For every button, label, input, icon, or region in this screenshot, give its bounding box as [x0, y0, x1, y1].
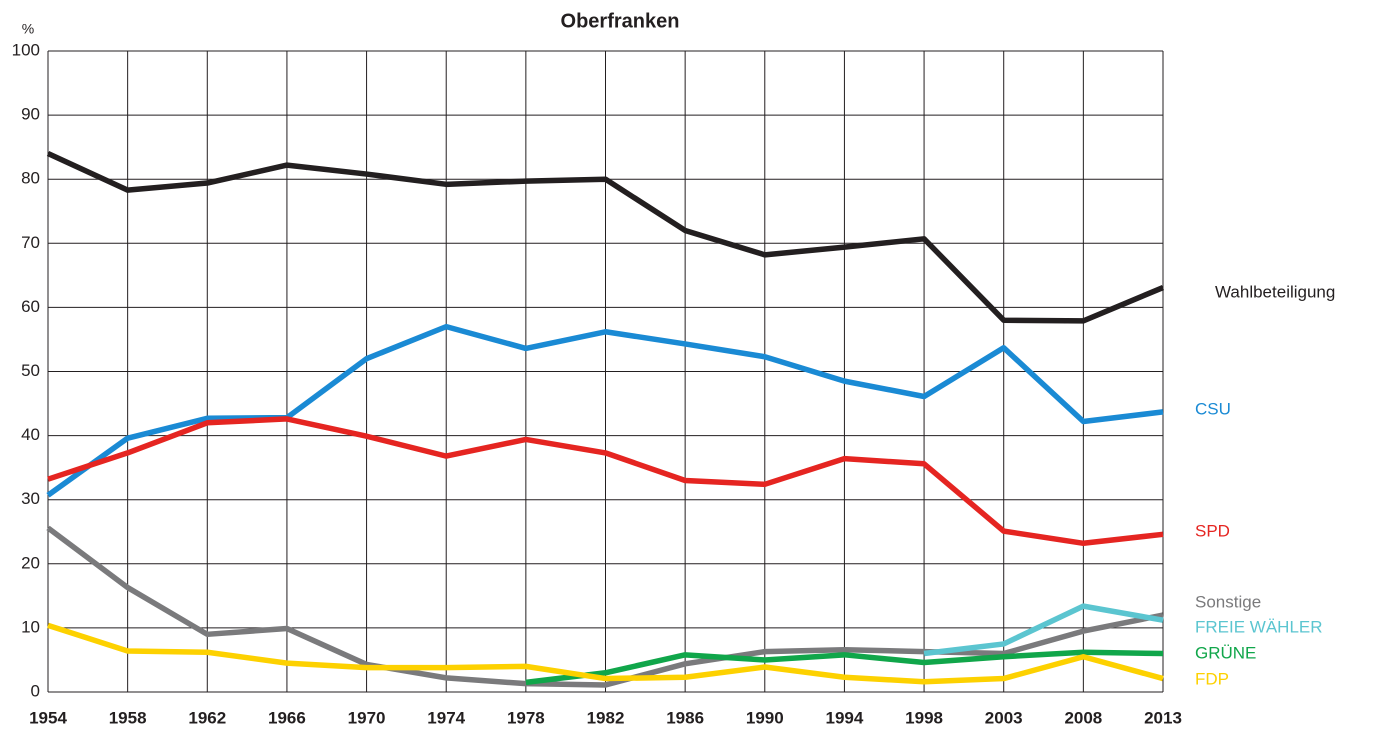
- chart-title: Oberfranken: [561, 10, 680, 32]
- series-line: [47, 622, 1164, 685]
- legend-label: Sonstige: [1195, 592, 1261, 611]
- x-tick-label: 1994: [826, 708, 864, 727]
- y-tick-label: 100: [12, 40, 40, 59]
- series-line: [46, 525, 1164, 688]
- series-line: [46, 151, 1165, 324]
- y-tick-label: 10: [21, 617, 40, 636]
- y-tick-label: 40: [21, 425, 40, 444]
- legend-label: CSU: [1195, 399, 1231, 418]
- x-tick-label: 1986: [666, 708, 704, 727]
- x-tick-label: 2013: [1144, 708, 1182, 727]
- y-tick-label: 30: [21, 489, 40, 508]
- x-tick-label: 1958: [109, 708, 147, 727]
- y-tick-label: 50: [21, 361, 40, 380]
- x-tick-label: 1970: [348, 708, 386, 727]
- x-tick-label: 1978: [507, 708, 545, 727]
- legend-label: SPD: [1195, 521, 1230, 540]
- series-line: [923, 603, 1164, 657]
- x-tick-label: 1954: [29, 708, 67, 727]
- x-tick-label: 1990: [746, 708, 784, 727]
- y-tick-label: 0: [31, 681, 40, 700]
- legend-label: GRÜNE: [1195, 643, 1256, 662]
- x-tick-label: 1974: [427, 708, 465, 727]
- y-tick-label: 20: [21, 553, 40, 572]
- y-tick-label: 90: [21, 105, 40, 124]
- x-tick-label: 1962: [188, 708, 226, 727]
- legend-label: Wahlbeteiligung: [1215, 282, 1335, 301]
- x-tick-label: 1998: [905, 708, 943, 727]
- y-tick-label: 70: [21, 233, 40, 252]
- legend-label: FREIE WÄHLER: [1195, 617, 1323, 636]
- y-axis-label: %: [22, 21, 34, 37]
- x-tick-label: 1982: [587, 708, 625, 727]
- y-tick-label: 80: [21, 169, 40, 188]
- x-tick-label: 1966: [268, 708, 306, 727]
- series-line: [47, 416, 1164, 547]
- y-tick-label: 60: [21, 297, 40, 316]
- series-line: [525, 649, 1164, 686]
- x-tick-label: 2003: [985, 708, 1023, 727]
- x-tick-label: 2008: [1064, 708, 1102, 727]
- series-line: [46, 323, 1164, 498]
- legend-label: FDP: [1195, 669, 1229, 688]
